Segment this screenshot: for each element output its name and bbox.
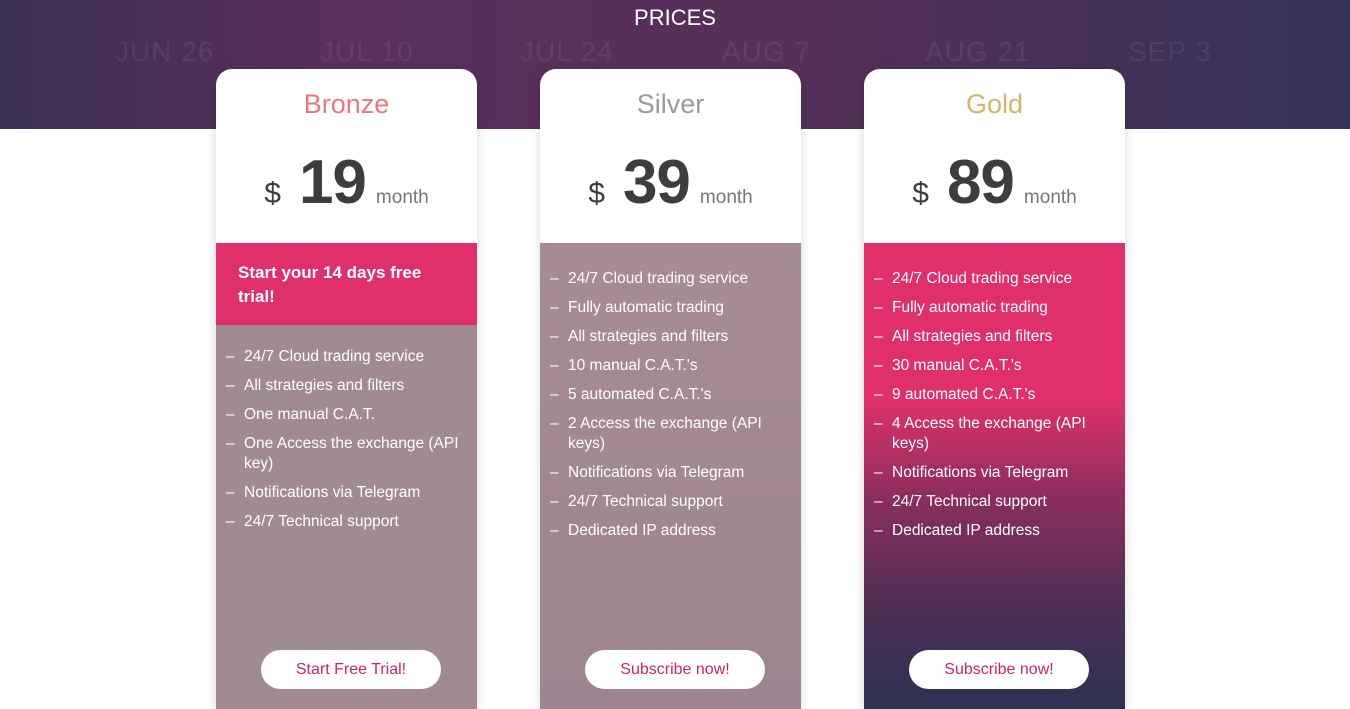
feature-item: All strategies and filters <box>874 327 1115 347</box>
plan-body: 24/7 Cloud trading service Fully automati… <box>864 243 1125 709</box>
price-period: month <box>1023 187 1077 208</box>
price-period: month <box>699 187 753 208</box>
plan-name: Silver <box>636 89 705 119</box>
plan-name: Gold <box>965 89 1024 119</box>
feature-item: All strategies and filters <box>550 327 791 347</box>
price-amount: 89 <box>946 148 1015 217</box>
plan-price: $ 89 month <box>864 147 1125 218</box>
plan-header: Silver $ 39 month <box>540 69 801 243</box>
feature-item: All strategies and filters <box>226 376 467 396</box>
feature-item: 5 automated C.A.T.'s <box>550 385 791 405</box>
subscribe-button[interactable]: Subscribe now! <box>585 650 765 689</box>
feature-item: Dedicated IP address <box>550 521 791 541</box>
feature-list: 24/7 Cloud trading service Fully automati… <box>864 243 1125 541</box>
trial-banner: Start your 14 days free trial! <box>216 243 477 325</box>
start-free-trial-button[interactable]: Start Free Trial! <box>261 650 441 689</box>
feature-item: One Access the exchange (API key) <box>226 434 467 474</box>
background-label: SEP 3 <box>1128 36 1212 67</box>
background-label: JUL 10 <box>320 36 414 67</box>
price-period: month <box>375 187 429 208</box>
feature-item: 24/7 Technical support <box>550 492 791 512</box>
background-label: AUG 21 <box>925 36 1031 67</box>
feature-item: Notifications via Telegram <box>226 483 467 503</box>
feature-item: 9 automated C.A.T.'s <box>874 385 1115 405</box>
page-title: PRICES <box>634 5 716 30</box>
feature-item: 24/7 Cloud trading service <box>226 347 467 367</box>
plan-header: Bronze $ 19 month <box>216 69 477 243</box>
plan-name: Bronze <box>303 89 390 119</box>
feature-item: Fully automatic trading <box>874 298 1115 318</box>
feature-item: Notifications via Telegram <box>874 463 1115 483</box>
plan-price: $ 19 month <box>216 147 477 218</box>
plan-header: Gold $ 89 month <box>864 69 1125 243</box>
feature-item: Fully automatic trading <box>550 298 791 318</box>
plan-body: Start your 14 days free trial! 24/7 Clou… <box>216 243 477 709</box>
background-label: JUL 24 <box>520 36 614 67</box>
currency-symbol: $ <box>588 177 605 210</box>
feature-item: 24/7 Technical support <box>874 492 1115 512</box>
plan-card-silver: Silver $ 39 month 24/7 Cloud trading ser… <box>540 69 801 709</box>
feature-list: 24/7 Cloud trading service All strategies… <box>216 325 477 532</box>
background-label: AUG 7 <box>722 36 812 67</box>
plan-price: $ 39 month <box>540 147 801 218</box>
feature-item: 30 manual C.A.T.'s <box>874 356 1115 376</box>
feature-item: One manual C.A.T. <box>226 405 467 425</box>
feature-item: 2 Access the exchange (API keys) <box>550 414 791 454</box>
feature-item: 24/7 Technical support <box>226 512 467 532</box>
feature-item: 24/7 Cloud trading service <box>550 269 791 289</box>
subscribe-button[interactable]: Subscribe now! <box>909 650 1089 689</box>
plan-card-gold: Gold $ 89 month 24/7 Cloud trading servi… <box>864 69 1125 709</box>
currency-symbol: $ <box>264 177 281 210</box>
background-label: JUN 26 <box>115 36 215 67</box>
feature-item: Notifications via Telegram <box>550 463 791 483</box>
currency-symbol: $ <box>912 177 929 210</box>
price-amount: 19 <box>298 148 367 217</box>
feature-list: 24/7 Cloud trading service Fully automati… <box>540 243 801 541</box>
feature-item: Dedicated IP address <box>874 521 1115 541</box>
plan-card-bronze: Bronze $ 19 month Start your 14 days fre… <box>216 69 477 709</box>
price-amount: 39 <box>622 148 691 217</box>
feature-item: 10 manual C.A.T.'s <box>550 356 791 376</box>
feature-item: 24/7 Cloud trading service <box>874 269 1115 289</box>
feature-item: 4 Access the exchange (API keys) <box>874 414 1115 454</box>
plan-body: 24/7 Cloud trading service Fully automati… <box>540 243 801 709</box>
